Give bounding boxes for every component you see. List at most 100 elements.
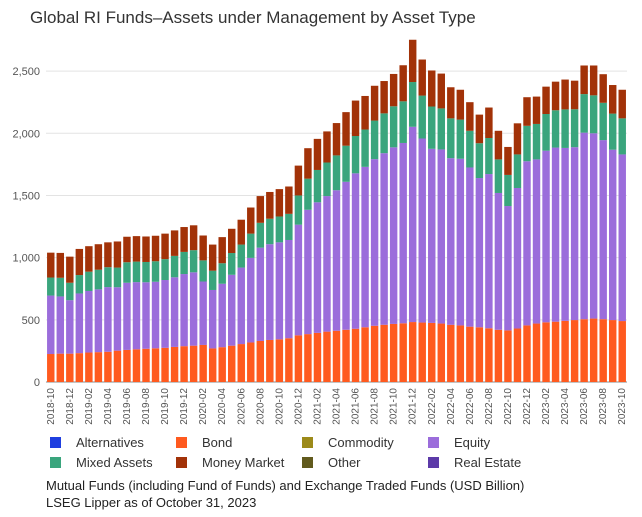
x-tick-label: 2021-02 — [312, 388, 323, 425]
legend: Alternatives Bond Commodity Equity Mixed Ass… — [50, 435, 610, 470]
bar-segment-bond — [123, 349, 131, 382]
bar-segment-money-market — [323, 131, 331, 163]
bar-segment-mixed-assets — [361, 129, 369, 167]
bar-segment-mixed-assets — [313, 169, 322, 203]
bar-segment-money-market — [418, 59, 426, 96]
bar-segment-mixed-assets — [123, 262, 131, 283]
bar-segment-bond — [256, 340, 265, 382]
bar-segment-money-market — [94, 244, 103, 270]
y-axis-ticks: 0 500 1,000 1,500 2,000 2,500 — [12, 66, 40, 389]
bar-segment-equity — [618, 154, 626, 322]
bar-segment-mixed-assets — [342, 145, 350, 182]
bar-segment-money-market — [218, 237, 226, 264]
bar-segment-bond — [370, 325, 379, 382]
bar-segment-bond — [475, 327, 484, 382]
bar-segment-money-market — [389, 73, 398, 107]
y-tick-label: 0 — [34, 377, 40, 389]
y-tick-label: 500 — [22, 315, 40, 327]
bar-segment-money-market — [599, 74, 607, 103]
bar-segment-money-market — [199, 235, 207, 261]
bar-segment-bond — [294, 335, 303, 382]
x-tick-label: 2023-02 — [541, 388, 552, 425]
bar-segment-mixed-assets — [47, 277, 55, 296]
bar-segment-equity — [323, 196, 331, 332]
bar-segment-money-market — [475, 114, 484, 144]
x-tick-label: 2020-12 — [293, 388, 304, 425]
bar-segment-mixed-assets — [456, 119, 465, 159]
bar-segment-bond — [447, 324, 455, 382]
bar-segment-equity — [380, 153, 388, 325]
bar-segment-mixed-assets — [151, 261, 160, 282]
bar-segment-money-market — [237, 219, 245, 245]
bar-segment-money-market — [85, 246, 93, 272]
x-tick-label: 2019-04 — [103, 388, 114, 425]
bar-segment-mixed-assets — [237, 244, 245, 268]
bar-segment-bond — [285, 338, 293, 382]
legend-label: Bond — [202, 435, 233, 450]
bar-segment-mixed-assets — [485, 138, 493, 175]
bar-segment-mixed-assets — [570, 109, 579, 148]
x-tick-label: 2021-12 — [408, 388, 419, 425]
bar-segment-money-market — [247, 207, 255, 234]
legend-swatch — [428, 437, 439, 448]
bar-segment-equity — [609, 149, 617, 321]
legend-label: Commodity — [328, 435, 394, 450]
x-tick-label: 2019-10 — [160, 388, 171, 425]
bar-segment-mixed-assets — [389, 106, 398, 148]
bar-segment-equity — [56, 296, 64, 354]
bar-segment-bond — [208, 348, 217, 382]
bar-segment-bond — [113, 350, 122, 382]
x-tick-label: 2022-10 — [503, 388, 514, 425]
bar-segment-money-market — [132, 236, 141, 262]
bar-segment-equity — [437, 149, 445, 324]
bar-segment-mixed-assets — [618, 118, 626, 155]
bar-segment-equity — [399, 142, 407, 324]
bar-segment-mixed-assets — [609, 113, 617, 150]
bar-segment-equity — [132, 282, 141, 350]
legend-swatch — [176, 457, 187, 468]
bar-segment-money-market — [189, 225, 198, 251]
bar-segment-equity — [75, 293, 84, 354]
bar-segment-bond — [142, 348, 150, 382]
bar-segment-bond — [104, 351, 112, 382]
bar-segment-bond — [189, 345, 198, 382]
legend-item-other: Other — [302, 455, 428, 470]
bar-segment-bond — [237, 344, 245, 382]
y-tick-label: 2,000 — [12, 128, 40, 140]
x-tick-label: 2019-12 — [179, 388, 190, 425]
x-tick-label: 2020-06 — [236, 388, 247, 425]
bar-segment-bond — [523, 325, 531, 382]
bar-segment-equity — [475, 178, 484, 328]
chart-title: Global RI Funds–Assets under Management … — [30, 8, 476, 27]
bar-segment-money-market — [161, 233, 169, 260]
bar-segment-bond — [228, 345, 236, 382]
bar-segment-bond — [66, 353, 74, 382]
bar-segment-mixed-assets — [504, 174, 512, 207]
bar-segment-money-market — [589, 65, 598, 96]
bar-segment-money-market — [170, 230, 179, 256]
legend-swatch — [176, 437, 187, 448]
bar-segment-mixed-assets — [208, 270, 217, 290]
bar-segment-equity — [294, 224, 303, 336]
bar-segment-mixed-assets — [532, 123, 541, 160]
bar-segment-mixed-assets — [66, 282, 74, 301]
x-axis-ticks: 2018-10 2018-12 2019-02 2019-04 2019-06 2019-… — [46, 388, 628, 425]
x-tick-label: 2019-02 — [84, 388, 95, 425]
bar-segment-mixed-assets — [275, 216, 284, 243]
bar-segment-bond — [332, 330, 341, 382]
bar-segment-money-market — [504, 146, 512, 175]
bar-segment-equity — [589, 133, 598, 319]
bar-segment-equity — [418, 138, 426, 323]
bar-segment-mixed-assets — [85, 271, 93, 291]
bar-segment-equity — [599, 140, 607, 320]
legend-label: Money Market — [202, 455, 285, 470]
bar-segment-bond — [380, 324, 388, 382]
x-tick-label: 2018-12 — [65, 388, 76, 425]
bar-segment-money-market — [304, 148, 312, 179]
bar-segment-money-market — [228, 228, 236, 254]
bar-segment-money-market — [551, 81, 560, 111]
bar-segment-equity — [561, 147, 569, 321]
bar-segment-mixed-assets — [75, 275, 84, 294]
bar-segment-bond — [437, 323, 445, 382]
